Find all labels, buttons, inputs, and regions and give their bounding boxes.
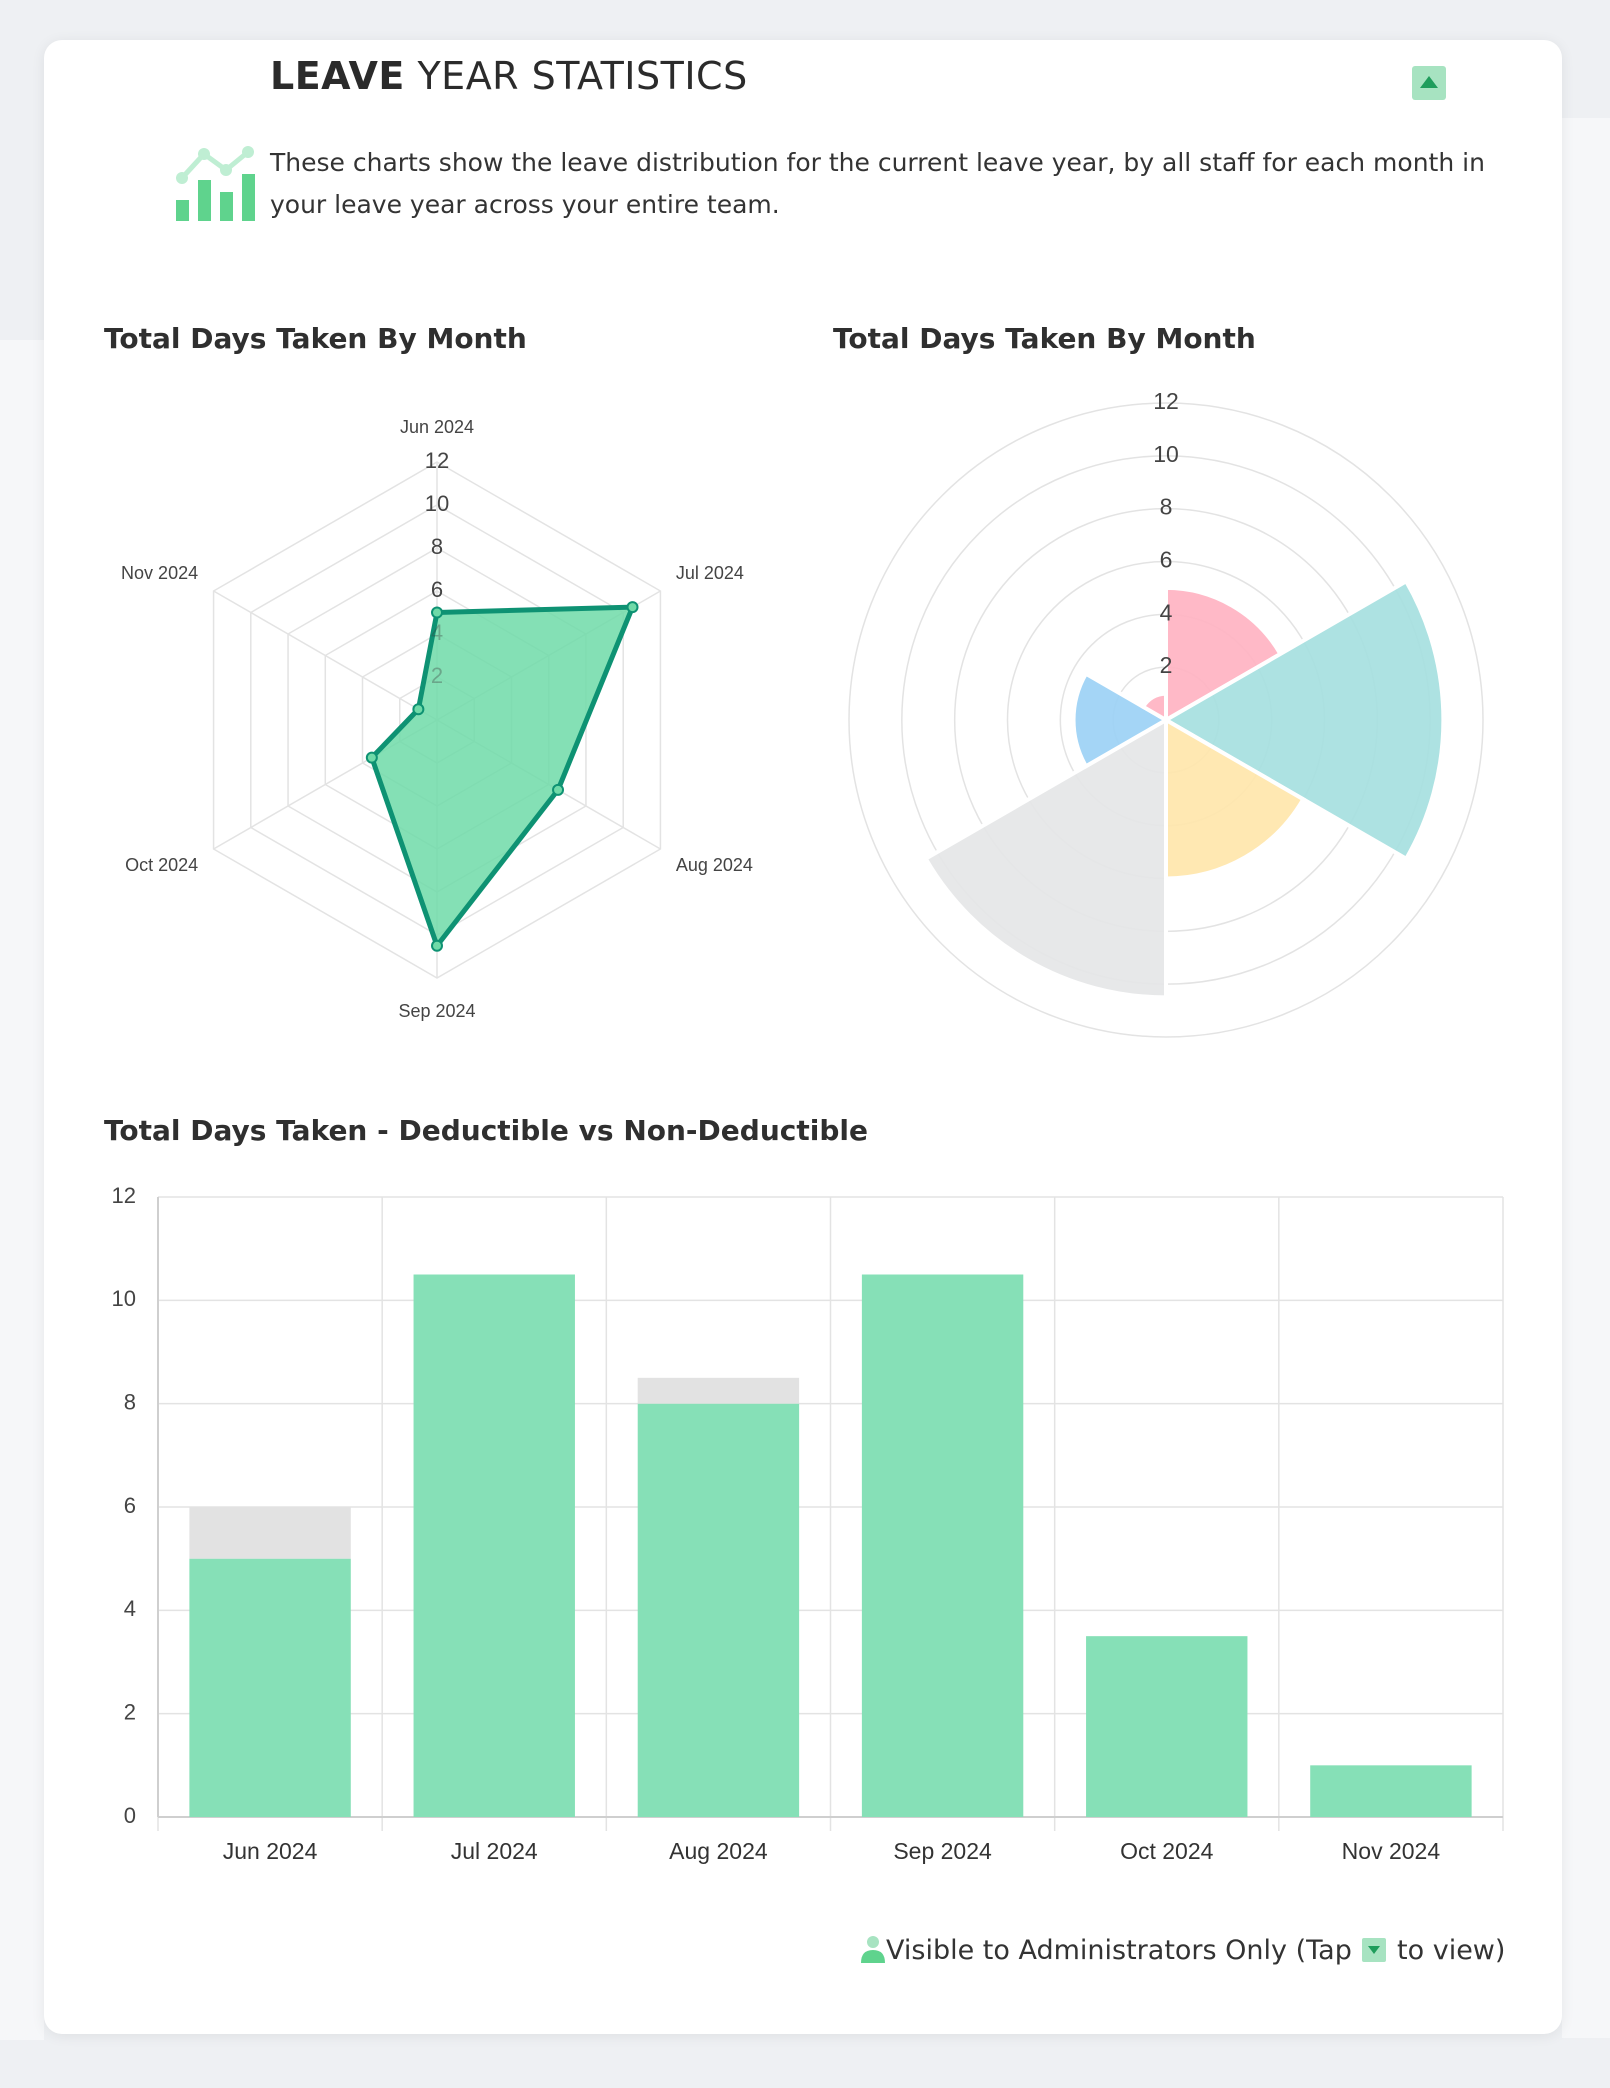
bar [1310, 1765, 1472, 1817]
radar-tick-label: 10 [425, 491, 449, 516]
person-icon [861, 1936, 885, 1963]
radar-point [431, 939, 443, 952]
polar-tick-label: 2 [1160, 652, 1173, 678]
radar-spoke [213, 590, 438, 721]
bar-category-label: Jul 2024 [451, 1838, 538, 1864]
polar-segment [1140, 691, 1168, 724]
radar-chart-title: Total Days Taken By Month [104, 322, 527, 355]
bar [189, 1558, 351, 1817]
bar-chart-title: Total Days Taken - Deductible vs Non-Ded… [104, 1114, 868, 1147]
radar-category-label: Jul 2024 [676, 563, 744, 583]
page-title: LEAVE YEAR STATISTICS [270, 54, 748, 98]
radar-tick-label: 12 [425, 448, 449, 473]
bar-y-tick-label: 4 [124, 1596, 136, 1621]
description: These charts show the leave distribution… [270, 148, 1485, 219]
bar-category-label: Nov 2024 [1342, 1838, 1441, 1864]
bar [413, 1274, 575, 1817]
polar-segment [1071, 671, 1171, 769]
polar-segment [1164, 585, 1284, 724]
polar-segment [1164, 716, 1306, 881]
radar-tick-label: 6 [431, 577, 443, 602]
bar-y-tick-label: 10 [112, 1286, 136, 1311]
footer-suffix: to view) [1397, 1935, 1506, 1966]
radar-category-label: Oct 2024 [125, 855, 198, 875]
polar-tick-label: 4 [1160, 599, 1173, 625]
bar [861, 1274, 1024, 1817]
radar-point [552, 783, 565, 796]
radar-point [365, 751, 378, 764]
radar-category-label: Nov 2024 [121, 563, 198, 583]
polar-tick-label: 6 [1160, 547, 1173, 573]
stacked-bar-chart: 0 2 4 6 8 10 12 Jun 2024 Jul 2024 Aug 2024 Sep 202… [112, 1183, 1504, 1864]
admin-visibility-note: Visible to Administrators Only (Tap to v… [860, 1935, 1505, 1966]
bar-y-tick-label: 0 [124, 1803, 136, 1828]
bar [1086, 1636, 1248, 1817]
radar-point [626, 601, 639, 614]
radar-point [431, 606, 443, 619]
footer-prefix: Visible to Administrators Only (Tap [886, 1935, 1352, 1966]
polar-grid-ring [848, 402, 1484, 1038]
bar-chart-trend-icon [176, 146, 255, 221]
radar-category-label: Aug 2024 [676, 855, 753, 875]
radar-category-label: Sep 2024 [398, 1001, 475, 1021]
polar-area-chart: 2 4 6 8 10 12 [848, 388, 1484, 1038]
polar-tick-label: 12 [1153, 388, 1179, 414]
bar-category-label: Oct 2024 [1120, 1838, 1214, 1864]
bar-y-tick-label: 12 [112, 1183, 136, 1208]
polar-tick-label: 8 [1160, 494, 1173, 520]
title-rest: YEAR STATISTICS [417, 54, 748, 98]
bar [189, 1507, 351, 1559]
bar-category-label: Jun 2024 [223, 1838, 318, 1864]
bar-category-label: Aug 2024 [669, 1838, 768, 1864]
background-shape-left [0, 340, 44, 2040]
triangle-down-icon[interactable] [1362, 1938, 1387, 1962]
bar-y-tick-label: 6 [124, 1493, 136, 1518]
bar-y-tick-label: 2 [124, 1699, 136, 1724]
radar-chart: 2 4 6 8 10 12 Jun 2024 Jul 2024 Aug 2024 Sep 2024… [121, 417, 753, 1021]
polar-segment [1161, 578, 1446, 862]
polar-chart-title: Total Days Taken By Month [833, 322, 1256, 355]
polar-segment [923, 716, 1168, 1000]
title-bold: LEAVE [270, 54, 405, 98]
collapse-button[interactable] [1412, 66, 1446, 100]
radar-tick-label: 8 [431, 534, 443, 559]
polar-tick-label: 10 [1153, 441, 1179, 467]
radar-tick-label: 2 [431, 663, 443, 688]
background-shape-right [1562, 118, 1610, 2038]
bar [637, 1377, 800, 1404]
bar-y-tick-label: 8 [124, 1389, 136, 1414]
radar-series-area [369, 604, 636, 949]
radar-point [412, 703, 425, 716]
bar-category-label: Sep 2024 [893, 1838, 992, 1864]
radar-tick-label: 4 [431, 620, 443, 645]
bar [637, 1403, 800, 1817]
radar-category-label: Jun 2024 [400, 417, 474, 437]
